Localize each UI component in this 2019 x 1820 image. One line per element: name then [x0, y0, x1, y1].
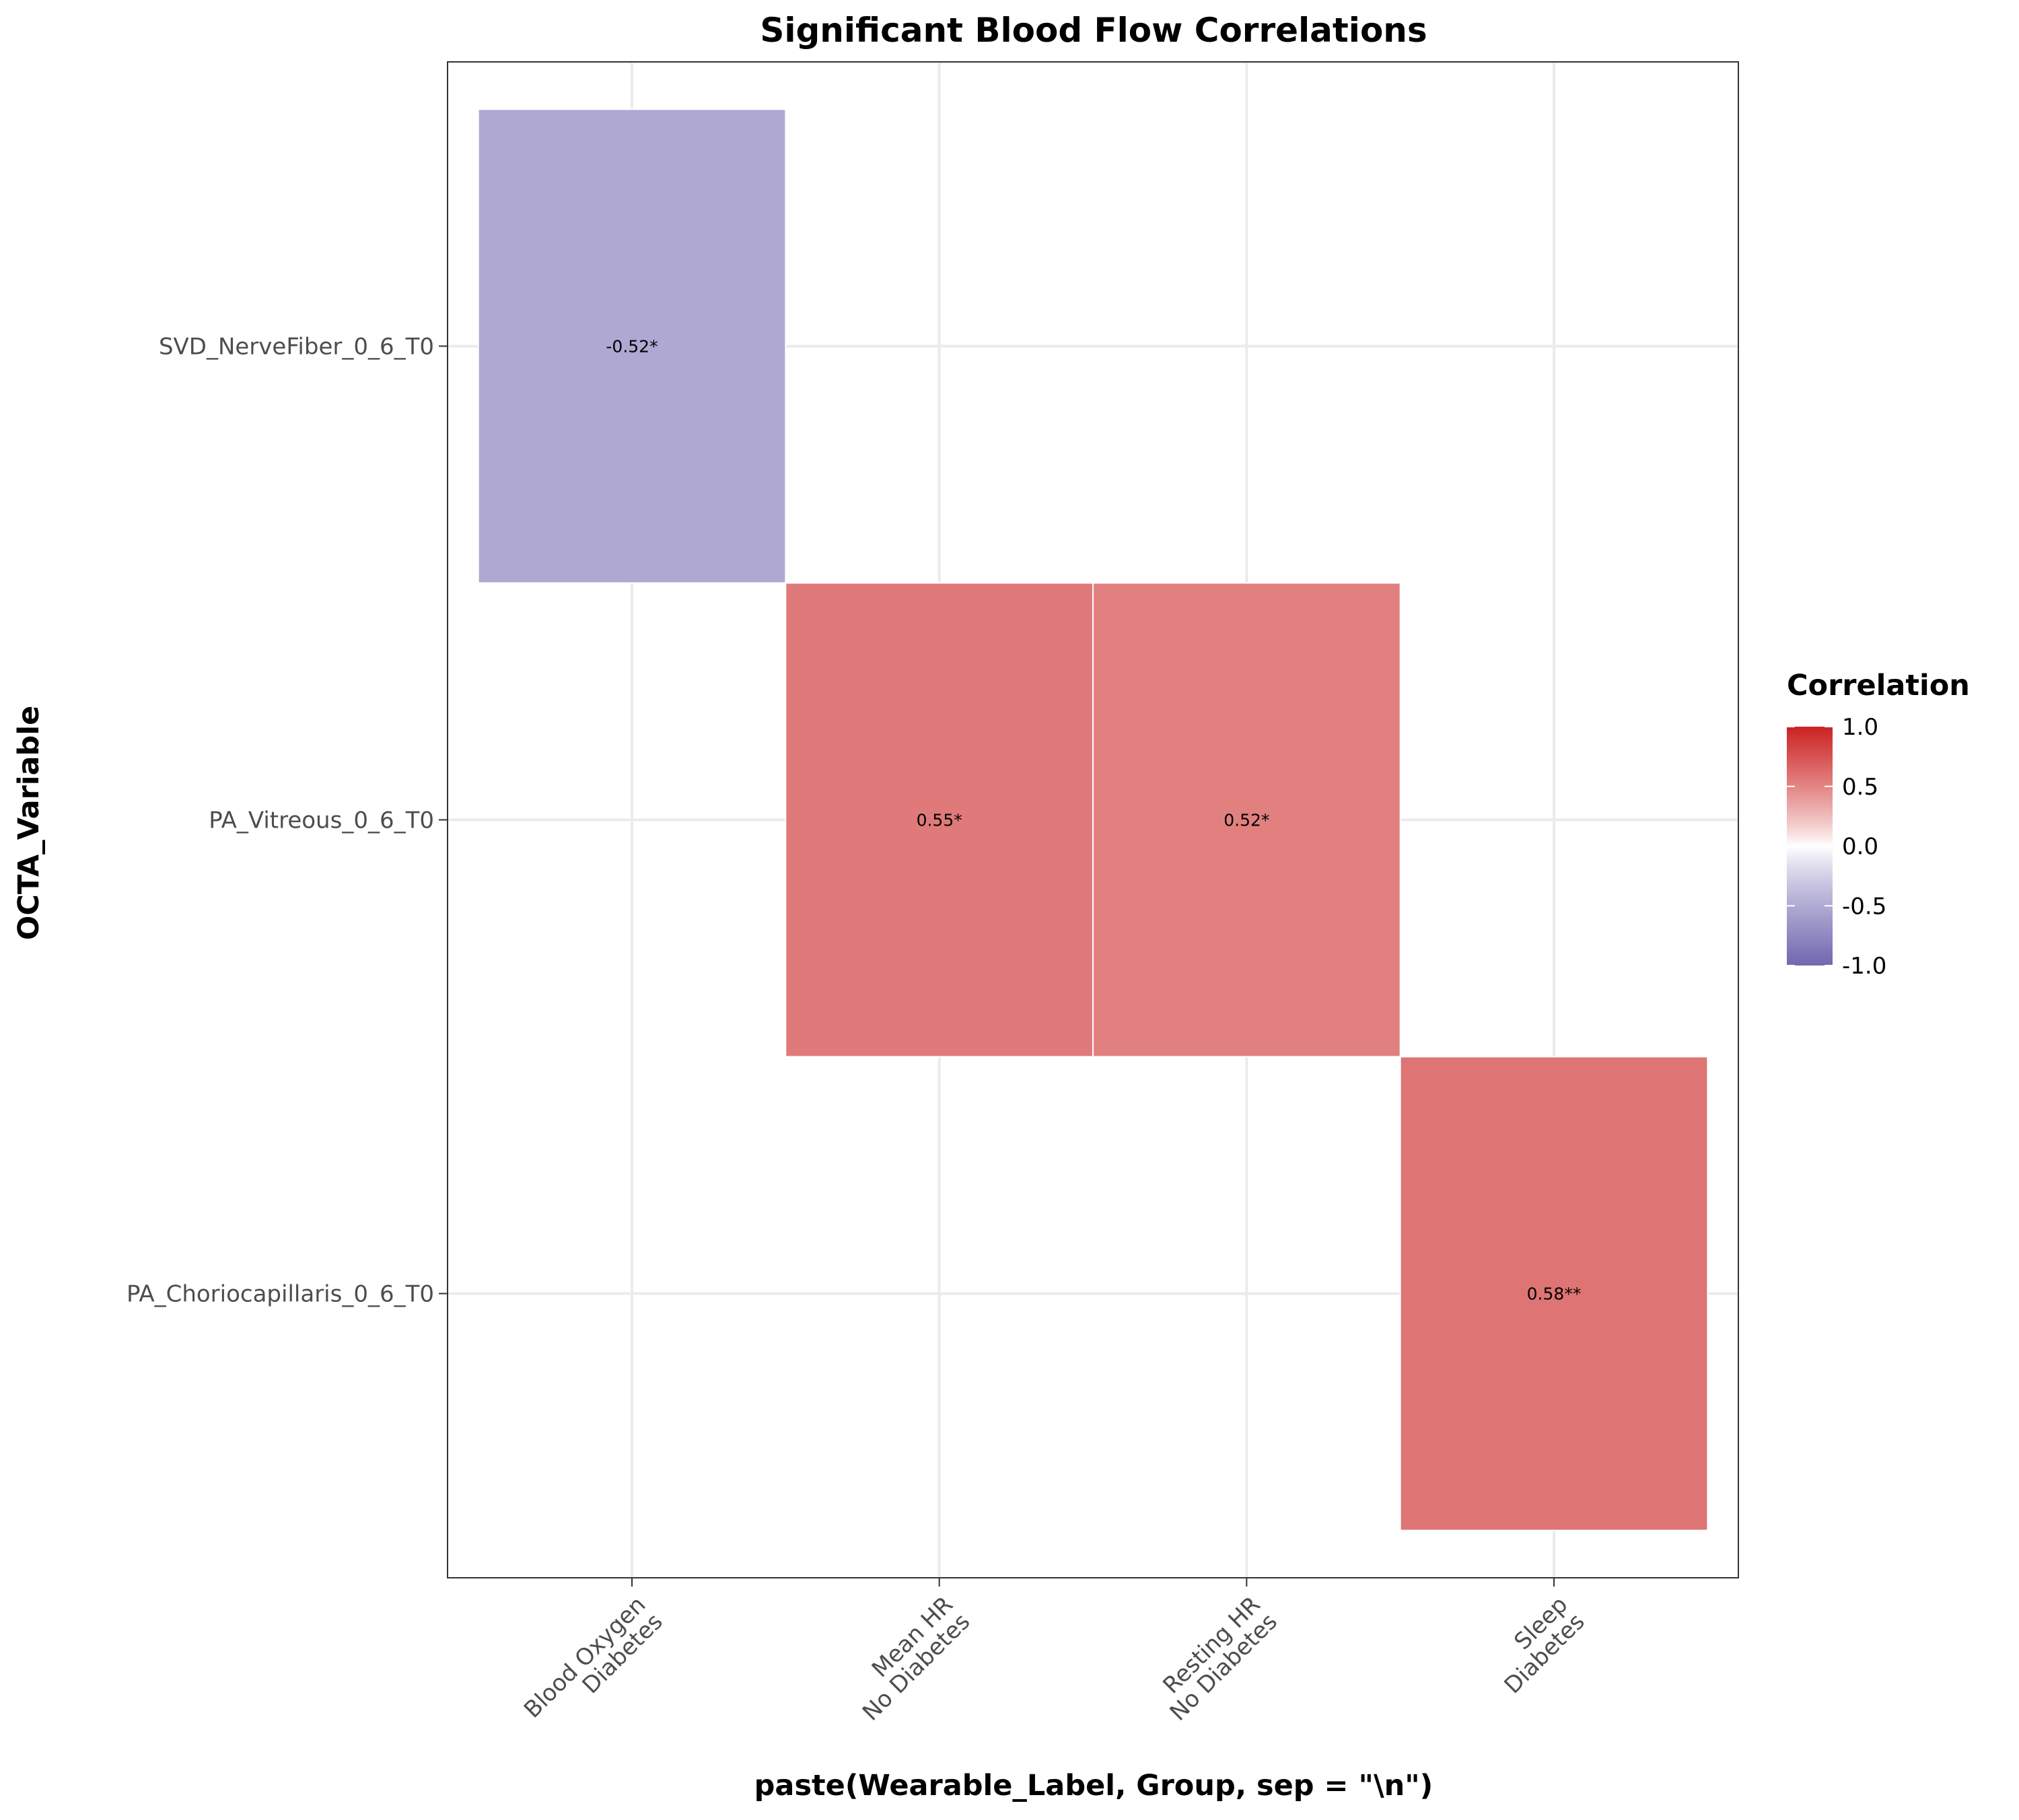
heatmap-cell-pa-vitreous-0-6-t0-mean-hr [785, 582, 1094, 1058]
y-axis-title: OCTA_Variable [12, 706, 46, 940]
legend-tick-label: -1.0 [1842, 953, 1886, 980]
heatmap-cell-pa-vitreous-0-6-t0-resting-hr [1092, 582, 1401, 1058]
legend-title: Correlation [1787, 669, 1970, 702]
y-tick-label-pa-choriocapillaris-0-6-t0: PA_Choriocapillaris_0_6_T0 [127, 1281, 434, 1308]
cell-value-label: -0.52* [606, 336, 658, 356]
legend-tick-label: 1.0 [1842, 714, 1878, 741]
legend-tick-label: -0.5 [1842, 893, 1886, 920]
x-axis-title: paste(Wearable_Label, Group, sep = "\n") [754, 1769, 1433, 1803]
cell-value-label: 0.58** [1527, 1284, 1582, 1304]
cell-value-label: 0.55* [917, 811, 962, 830]
legend-tick-label: 0.0 [1842, 834, 1878, 861]
y-tick-label-pa-vitreous-0-6-t0: PA_Vitreous_0_6_T0 [209, 807, 434, 834]
cell-layer: -0.52* 0.55* 0.52* 0.58** [477, 108, 1709, 1531]
x-tick-label-resting-hr-no-diabetes: Resting HRNo Diabetes [1147, 1591, 1283, 1726]
legend-tick-label: 0.5 [1842, 774, 1878, 801]
x-tick-label-sleep-diabetes: SleepDiabetes [1482, 1591, 1590, 1699]
color-legend: Correlation 1.0 0.5 0.0 -0.5 -1.0 [1787, 669, 1970, 980]
y-tick-label-svd-nervefiber-0-6-t0: SVD_NerveFiber_0_6_T0 [159, 333, 434, 360]
heatmap-cell-svd-nervefiber-0-6-t0-blood-oxygen [477, 108, 787, 584]
chart-title: Significant Blood Flow Correlations [760, 11, 1427, 50]
cell-value-label: 0.52* [1224, 811, 1269, 830]
x-tick-label-mean-hr-no-diabetes: Mean HRNo Diabetes [841, 1591, 976, 1726]
x-tick-label-blood-oxygen-diabetes: Blood OxygenDiabetes [519, 1591, 668, 1741]
heatmap-cell-pa-choriocapillaris-0-6-t0-sleep [1399, 1056, 1709, 1531]
